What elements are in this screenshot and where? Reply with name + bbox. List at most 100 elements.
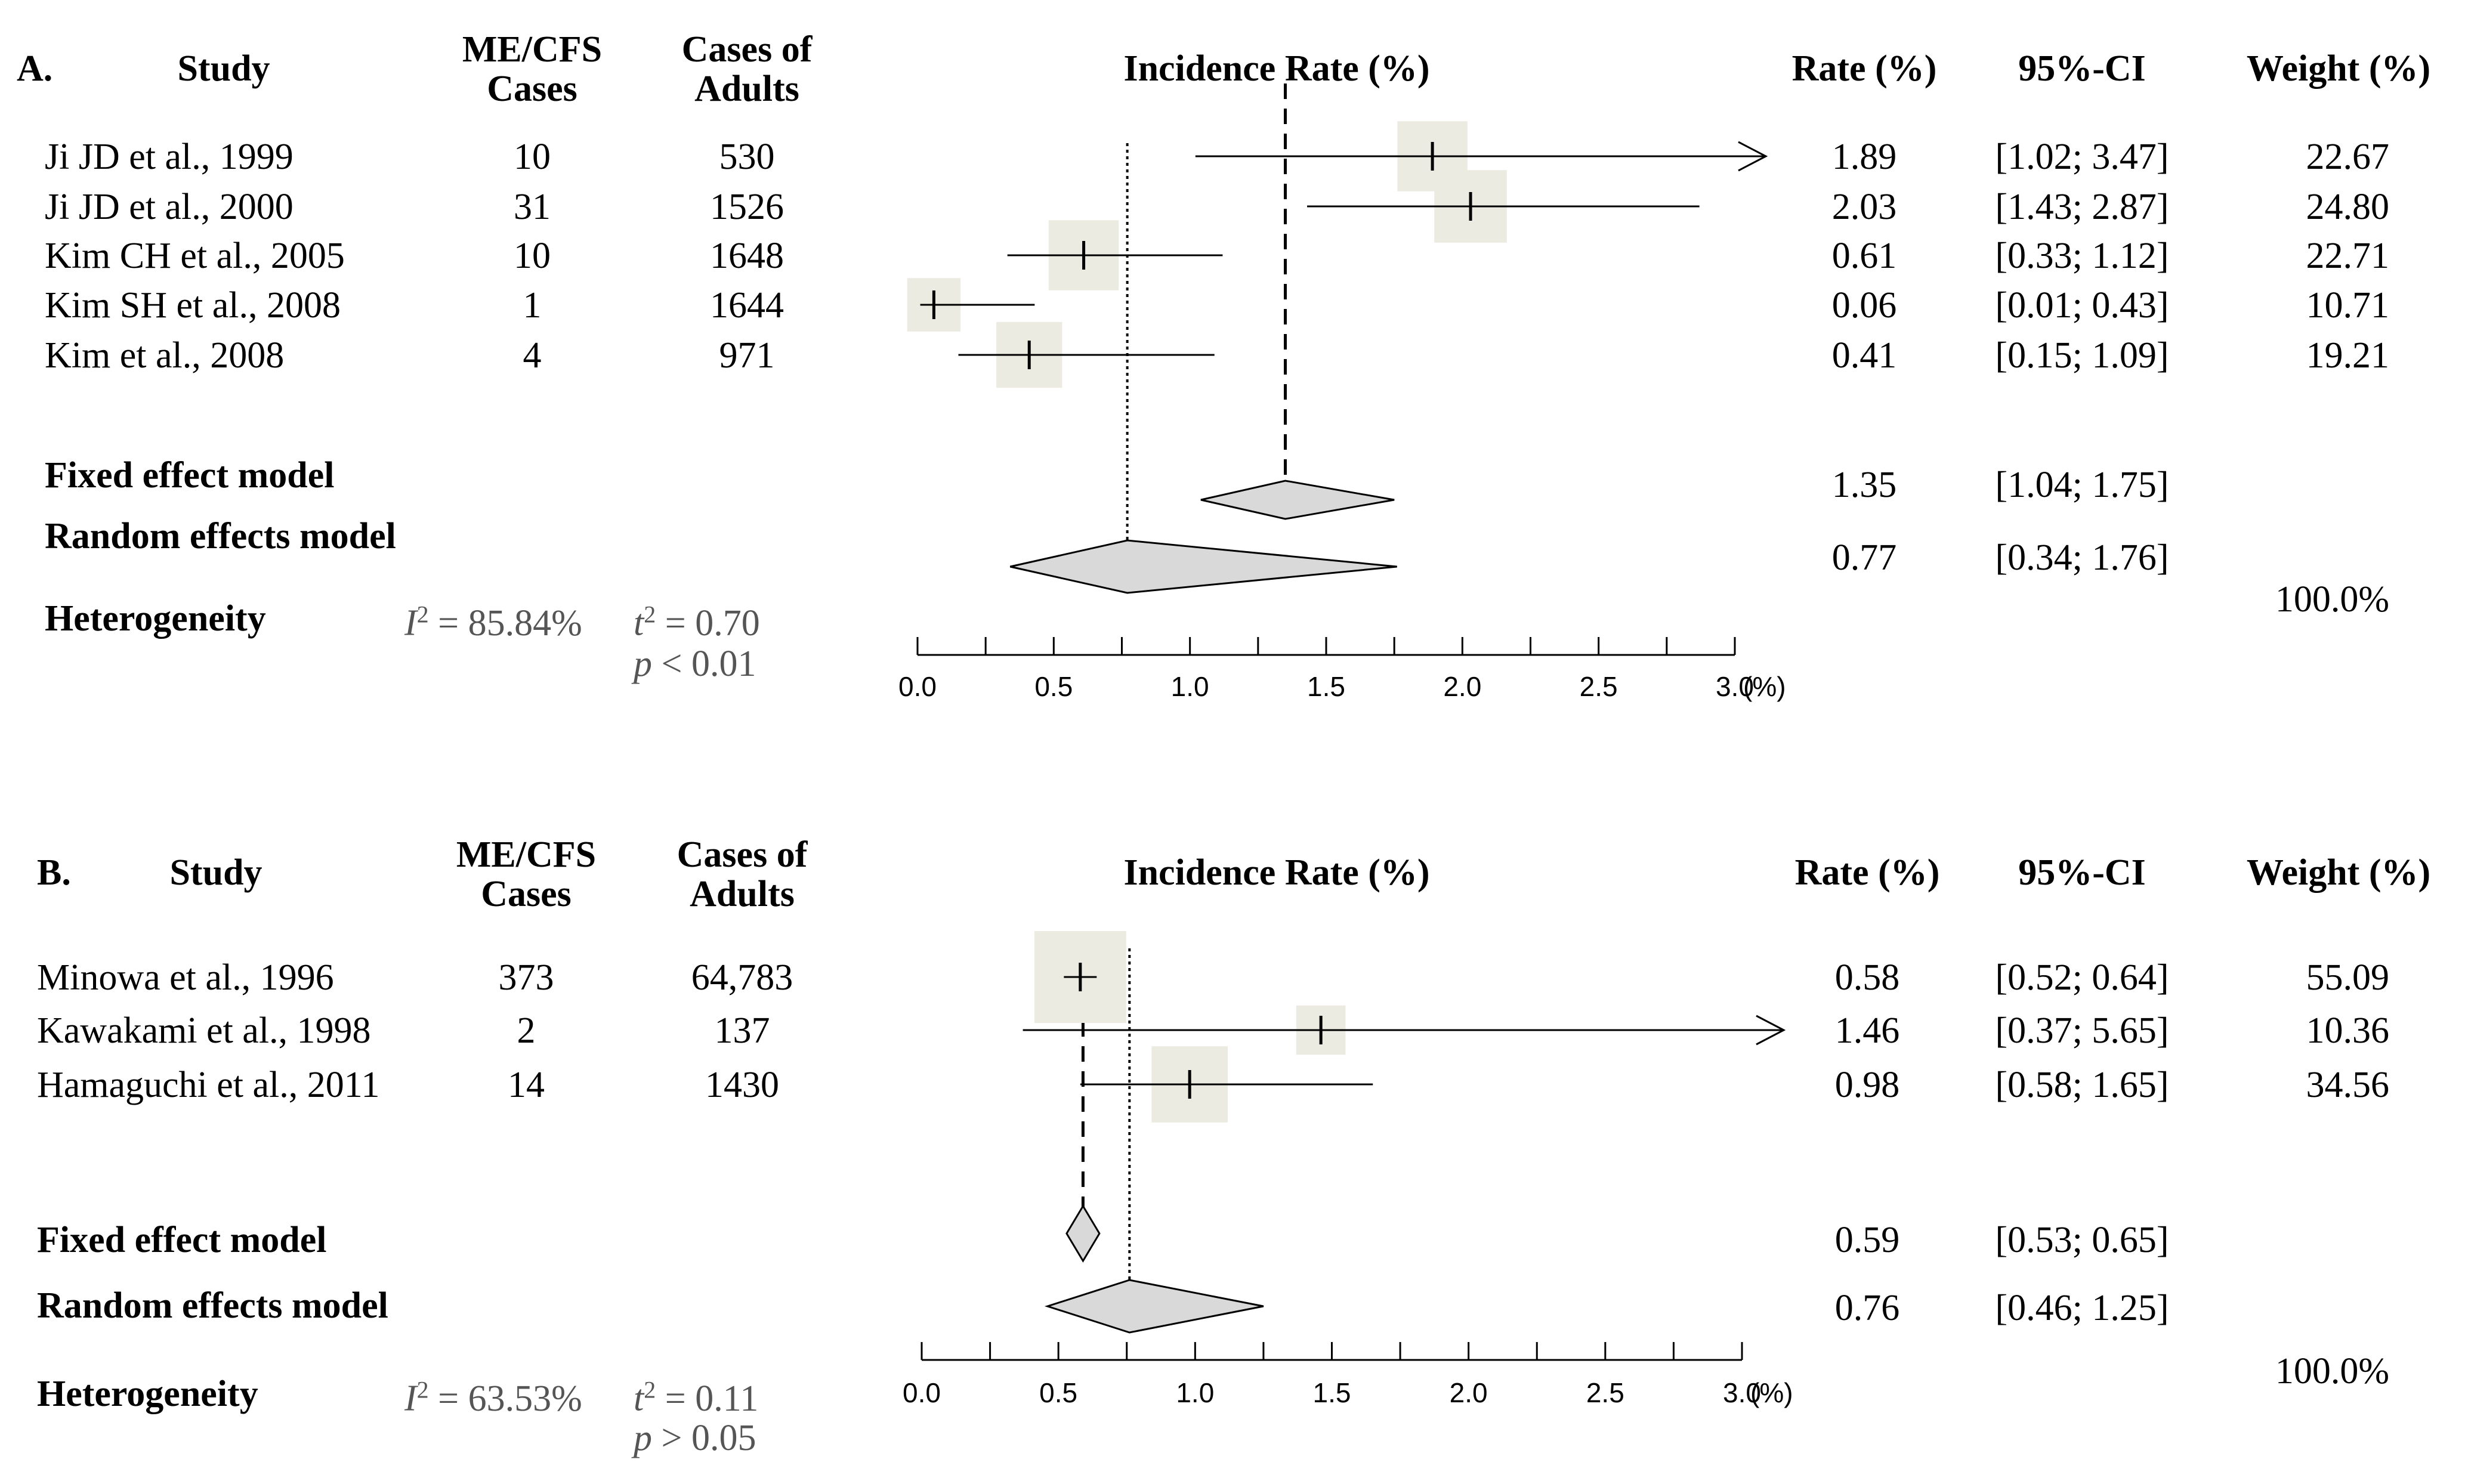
adults-value: 137 <box>714 1010 770 1051</box>
adults-value: 1644 <box>710 285 784 326</box>
ci-value: [0.52; 0.64] <box>1995 957 2169 998</box>
ci-arrow-head <box>1738 141 1768 172</box>
tau-squared-stat: t2 = 0.70 <box>634 601 760 644</box>
rate-value: 0.41 <box>1831 335 1897 376</box>
cases-value: 4 <box>523 335 542 376</box>
rate-value: 2.03 <box>1831 187 1897 227</box>
panel-label: A. <box>17 48 53 89</box>
random-model-rate: 0.76 <box>1834 1288 1900 1328</box>
x-tick-label: 1.5 <box>1307 671 1345 702</box>
random-model-label: Random effects model <box>45 516 396 556</box>
x-tick-label: 1.5 <box>1312 1377 1351 1408</box>
weight-value: 24.80 <box>2306 187 2390 227</box>
header-rate: Rate (%) <box>1794 852 1940 893</box>
header-cases: ME/CFS Cases <box>462 29 603 109</box>
cases-value: 373 <box>498 957 554 998</box>
study-name: Ji JD et al., 2000 <box>45 187 294 227</box>
fixed-model-diamond <box>1065 1204 1101 1263</box>
rate-value: 1.89 <box>1831 137 1897 177</box>
adults-value: 971 <box>719 335 775 376</box>
chart-title: Incidence Rate (%) <box>1123 48 1430 89</box>
rate-value: 1.46 <box>1834 1010 1900 1051</box>
x-tick-label: 1.0 <box>1176 1377 1215 1408</box>
cases-value: 2 <box>517 1010 536 1051</box>
rate-value: 0.58 <box>1834 957 1900 998</box>
x-axis-unit: (%) <box>1743 671 1786 702</box>
adults-value: 1526 <box>710 187 784 227</box>
random-model-label: Random effects model <box>37 1285 388 1326</box>
x-tick-label: 2.5 <box>1586 1377 1624 1408</box>
x-tick-label: 3.0 <box>1723 1377 1761 1408</box>
total-weight: 100.0% <box>2275 1351 2389 1392</box>
weight-value: 22.71 <box>2306 236 2390 276</box>
ci-value: [0.15; 1.09] <box>1995 335 2169 376</box>
study-name: Kawakami et al., 1998 <box>37 1010 371 1051</box>
header-cases: ME/CFS Cases <box>456 834 597 914</box>
total-weight: 100.0% <box>2275 579 2389 620</box>
weight-value: 10.71 <box>2306 285 2390 326</box>
random-model-ci: [0.46; 1.25] <box>1995 1288 2169 1328</box>
x-axis-unit: (%) <box>1750 1377 1793 1408</box>
rate-value: 0.61 <box>1831 236 1897 276</box>
fixed-model-label: Fixed effect model <box>37 1220 327 1260</box>
ci-value: [1.02; 3.47] <box>1995 137 2169 177</box>
heterogeneity-label: Heterogeneity <box>45 598 266 639</box>
cases-value: 14 <box>508 1065 545 1105</box>
x-tick-label: 2.0 <box>1449 1377 1488 1408</box>
x-tick-label: 0.5 <box>1034 671 1073 702</box>
i-squared-stat: I2 = 85.84% <box>404 601 582 644</box>
study-name: Hamaguchi et al., 2011 <box>37 1065 380 1105</box>
x-tick-label: 1.0 <box>1170 671 1209 702</box>
random-model-rate: 0.77 <box>1831 537 1897 578</box>
random-model-ci: [0.34; 1.76] <box>1995 537 2169 578</box>
panel-label: B. <box>37 852 71 893</box>
fixed-model-ci: [0.53; 0.65] <box>1995 1220 2169 1260</box>
header-weight: Weight (%) <box>2246 48 2431 89</box>
p-value-stat: p < 0.01 <box>634 644 756 684</box>
header-ci: 95%-CI <box>2018 852 2146 893</box>
ci-arrow-head <box>1756 1015 1786 1046</box>
header-adults: Cases of Adults <box>681 29 813 109</box>
i-squared-stat: I2 = 63.53% <box>404 1376 582 1419</box>
fixed-model-diamond <box>1200 480 1395 520</box>
header-weight: Weight (%) <box>2246 852 2431 893</box>
study-name: Kim et al., 2008 <box>45 335 285 376</box>
fixed-model-label: Fixed effect model <box>45 455 335 496</box>
header-study: Study <box>169 852 262 893</box>
x-tick-label: 0.5 <box>1039 1377 1078 1408</box>
p-value-stat: p > 0.05 <box>634 1418 756 1458</box>
x-tick-label: 2.5 <box>1579 671 1618 702</box>
fixed-model-ci: [1.04; 1.75] <box>1995 465 2169 505</box>
adults-value: 1430 <box>705 1065 779 1105</box>
cases-value: 10 <box>514 137 551 177</box>
ci-value: [0.01; 0.43] <box>1995 285 2169 326</box>
fixed-model-rate: 1.35 <box>1831 465 1897 505</box>
study-name: Minowa et al., 1996 <box>37 957 334 998</box>
header-rate: Rate (%) <box>1791 48 1937 89</box>
ci-value: [0.58; 1.65] <box>1995 1065 2169 1105</box>
cases-value: 31 <box>514 187 551 227</box>
x-tick-label: 0.0 <box>898 671 937 702</box>
weight-value: 19.21 <box>2306 335 2390 376</box>
x-tick-label: 2.0 <box>1443 671 1482 702</box>
ci-value: [1.43; 2.87] <box>1995 187 2169 227</box>
heterogeneity-label: Heterogeneity <box>37 1374 258 1414</box>
weight-value: 22.67 <box>2306 137 2390 177</box>
cases-value: 10 <box>514 236 551 276</box>
header-ci: 95%-CI <box>2018 48 2146 89</box>
adults-value: 530 <box>719 137 775 177</box>
adults-value: 1648 <box>710 236 784 276</box>
weight-value: 10.36 <box>2306 1010 2390 1051</box>
rate-value: 0.06 <box>1831 285 1897 326</box>
cases-value: 1 <box>523 285 542 326</box>
study-name: Ji JD et al., 1999 <box>45 137 294 177</box>
study-name: Kim CH et al., 2005 <box>45 236 345 276</box>
ci-value: [0.33; 1.12] <box>1995 236 2169 276</box>
header-study: Study <box>177 48 270 89</box>
adults-value: 64,783 <box>691 957 793 998</box>
x-tick-label: 3.0 <box>1716 671 1754 702</box>
random-model-diamond <box>1009 539 1397 594</box>
random-model-diamond <box>1044 1279 1264 1334</box>
